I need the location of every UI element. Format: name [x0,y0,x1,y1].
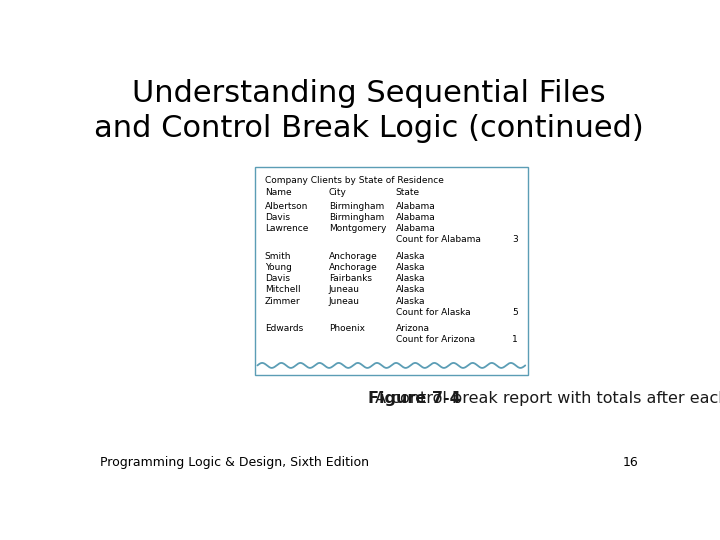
Text: A control break report with totals after each state: A control break report with totals after… [369,391,720,406]
Text: Zimmer: Zimmer [265,296,300,306]
Text: Albertson: Albertson [265,201,308,211]
Text: Birmingham: Birmingham [329,213,384,222]
Text: Juneau: Juneau [329,296,360,306]
Text: Davis: Davis [265,274,289,283]
Text: Alaska: Alaska [396,296,426,306]
Text: Anchorage: Anchorage [329,252,377,261]
Text: Lawrence: Lawrence [265,224,308,233]
Text: Count for Alaska: Count for Alaska [396,308,470,317]
FancyBboxPatch shape [255,167,528,375]
Text: Edwards: Edwards [265,324,303,333]
Text: Birmingham: Birmingham [329,201,384,211]
Text: Anchorage: Anchorage [329,263,377,272]
Text: Juneau: Juneau [329,285,360,294]
Text: 5: 5 [512,308,518,317]
Text: Alaska: Alaska [396,285,426,294]
Text: Figure 7-4: Figure 7-4 [369,391,462,406]
Text: Smith: Smith [265,252,291,261]
Text: State: State [396,188,420,197]
Text: City: City [329,188,347,197]
Text: 1: 1 [512,335,518,344]
Text: Alaska: Alaska [396,263,426,272]
Text: Figure 7-4 A control break report with totals after each state: Figure 7-4 A control break report with t… [0,539,1,540]
Text: Arizona: Arizona [396,324,430,333]
Text: Alaska: Alaska [396,252,426,261]
Text: Name: Name [265,188,292,197]
Text: Mitchell: Mitchell [265,285,300,294]
Text: Fairbanks: Fairbanks [329,274,372,283]
Text: Company Clients by State of Residence: Company Clients by State of Residence [265,176,444,185]
Text: Count for Alabama: Count for Alabama [396,235,481,244]
Text: Young: Young [265,263,292,272]
Text: Alabama: Alabama [396,224,436,233]
Text: Alaska: Alaska [396,274,426,283]
Text: Davis: Davis [265,213,289,222]
Text: Phoenix: Phoenix [329,324,365,333]
Text: Alabama: Alabama [396,201,436,211]
Text: Montgomery: Montgomery [329,224,386,233]
Text: Understanding Sequential Files
and Control Break Logic (continued): Understanding Sequential Files and Contr… [94,79,644,143]
Text: Alabama: Alabama [396,213,436,222]
Text: 3: 3 [512,235,518,244]
Text: Figure 7-4: Figure 7-4 [0,539,1,540]
Text: Count for Arizona: Count for Arizona [396,335,475,344]
Text: 16: 16 [622,456,638,469]
Text: Programming Logic & Design, Sixth Edition: Programming Logic & Design, Sixth Editio… [100,456,369,469]
